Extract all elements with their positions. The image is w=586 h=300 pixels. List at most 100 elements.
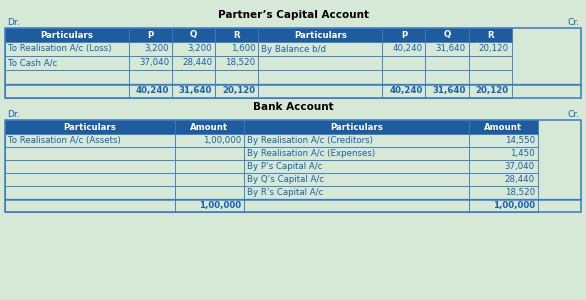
Text: To Cash A/c: To Cash A/c [8, 58, 57, 68]
Bar [382, 56, 425, 70]
Text: Amount: Amount [190, 122, 229, 131]
Bar [244, 199, 469, 212]
Text: 18,520: 18,520 [225, 58, 255, 68]
Bar [175, 186, 244, 199]
Bar [244, 173, 469, 186]
Bar [382, 42, 425, 56]
Bar [244, 147, 469, 160]
Bar [469, 42, 512, 56]
Bar [469, 173, 538, 186]
Bar [244, 120, 469, 134]
Bar [469, 134, 538, 147]
Bar [244, 134, 469, 147]
Bar [129, 70, 172, 84]
Text: P: P [401, 31, 407, 40]
Bar [469, 120, 538, 134]
Bar [215, 84, 258, 98]
Bar [258, 84, 382, 98]
Bar [258, 56, 382, 70]
Text: 40,240: 40,240 [136, 86, 169, 95]
Bar [469, 84, 512, 98]
Bar [215, 56, 258, 70]
Text: 1,00,000: 1,00,000 [203, 136, 241, 145]
Text: Dr.: Dr. [7, 18, 19, 27]
Bar [382, 28, 425, 42]
Bar [5, 160, 175, 173]
Bar [258, 70, 382, 84]
Text: To Realisation A/c (Loss): To Realisation A/c (Loss) [8, 44, 111, 53]
Text: 40,240: 40,240 [393, 44, 423, 53]
Bar [172, 84, 215, 98]
Bar [172, 42, 215, 56]
Bar [469, 160, 538, 173]
Text: Bank Account: Bank Account [253, 102, 333, 112]
Text: 37,040: 37,040 [505, 162, 535, 171]
Text: Amount: Amount [484, 122, 522, 131]
Bar [215, 70, 258, 84]
Text: Particulars: Particulars [40, 31, 93, 40]
Bar [5, 28, 581, 98]
Bar [129, 28, 172, 42]
Bar [469, 70, 512, 84]
Bar [425, 70, 469, 84]
Text: Particulars: Particulars [294, 31, 347, 40]
Text: 3,200: 3,200 [144, 44, 169, 53]
Bar [469, 186, 538, 199]
Text: Q: Q [444, 31, 451, 40]
Bar [5, 28, 129, 42]
Bar [469, 28, 512, 42]
Bar [469, 199, 538, 212]
Bar [425, 42, 469, 56]
Text: 31,640: 31,640 [432, 86, 466, 95]
Bar [258, 28, 382, 42]
Bar [5, 147, 175, 160]
Bar [175, 120, 244, 134]
Text: Q: Q [190, 31, 197, 40]
Bar [382, 70, 425, 84]
Text: By Realisation A/c (Expenses): By Realisation A/c (Expenses) [247, 149, 375, 158]
Text: 20,120: 20,120 [222, 86, 255, 95]
Text: By Balance b/d: By Balance b/d [261, 44, 326, 53]
Bar [175, 134, 244, 147]
Bar [5, 42, 129, 56]
Text: 28,440: 28,440 [505, 175, 535, 184]
Bar [469, 147, 538, 160]
Text: R: R [487, 31, 493, 40]
Bar [258, 42, 382, 56]
Text: Particulars: Particulars [330, 122, 383, 131]
Text: 20,120: 20,120 [476, 86, 509, 95]
Bar [469, 56, 512, 70]
Bar [129, 56, 172, 70]
Text: 20,120: 20,120 [479, 44, 509, 53]
Bar [129, 84, 172, 98]
Bar [5, 120, 581, 212]
Text: 18,520: 18,520 [505, 188, 535, 197]
Bar [172, 56, 215, 70]
Text: Cr.: Cr. [567, 18, 579, 27]
Text: 31,640: 31,640 [179, 86, 212, 95]
Text: P: P [147, 31, 154, 40]
Text: 28,440: 28,440 [182, 58, 212, 68]
Bar [5, 120, 175, 134]
Text: Dr.: Dr. [7, 110, 19, 119]
Bar [215, 28, 258, 42]
Text: R: R [234, 31, 240, 40]
Text: 40,240: 40,240 [389, 86, 423, 95]
Bar [175, 199, 244, 212]
Text: 1,450: 1,450 [510, 149, 535, 158]
Bar [5, 70, 129, 84]
Text: Cr.: Cr. [567, 110, 579, 119]
Text: 31,640: 31,640 [435, 44, 466, 53]
Bar [244, 186, 469, 199]
Bar [129, 42, 172, 56]
Text: By Realisation A/c (Creditors): By Realisation A/c (Creditors) [247, 136, 373, 145]
Bar [382, 84, 425, 98]
Text: By Q’s Capital A/c: By Q’s Capital A/c [247, 175, 324, 184]
Bar [5, 199, 175, 212]
Bar [172, 28, 215, 42]
Text: By R’s Capital A/c: By R’s Capital A/c [247, 188, 323, 197]
Bar [175, 147, 244, 160]
Bar [5, 56, 129, 70]
Text: 1,00,000: 1,00,000 [199, 201, 241, 210]
Text: 14,550: 14,550 [505, 136, 535, 145]
